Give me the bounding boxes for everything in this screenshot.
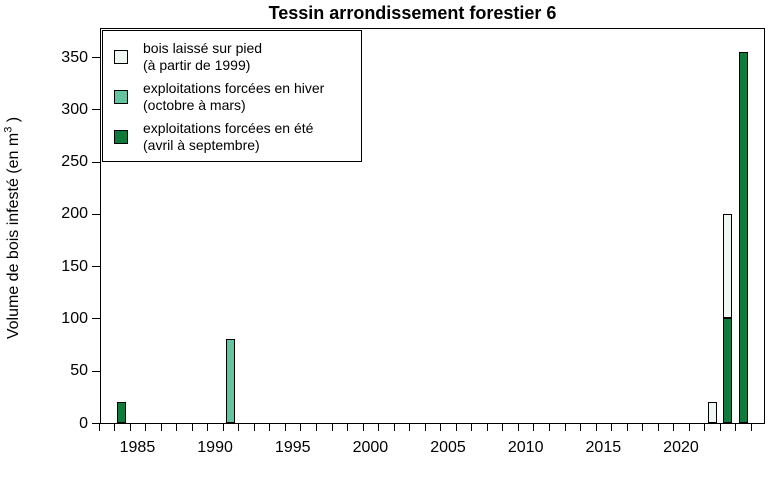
legend-item-ete: exploitations forcées en été (avril à se… [114, 120, 355, 154]
x-tick-label: 1985 [119, 439, 156, 456]
x-axis-tick [253, 424, 255, 431]
x-axis-tick [347, 424, 349, 431]
x-axis-tick [564, 424, 566, 431]
bar-1984-ete [117, 402, 127, 423]
x-axis-tick [611, 424, 613, 431]
chart-title: Tessin arrondissement forestier 6 [268, 3, 557, 23]
x-axis-tick [440, 424, 442, 431]
legend-item-bois-laisse: bois laissé sur pied (à partir de 1999) [114, 40, 355, 74]
bar-2023-ete [723, 318, 733, 423]
y-tick-label: 100 [61, 309, 88, 327]
x-axis-tick [719, 424, 721, 431]
x-axis-tick [455, 424, 457, 431]
x-axis-tick [269, 424, 271, 431]
x-axis-tick [704, 424, 706, 431]
bar-2024-ete [738, 51, 748, 423]
x-axis-tick [114, 424, 116, 431]
x-axis-tick [595, 424, 597, 431]
x-axis-tick [393, 424, 395, 431]
x-axis-tick [688, 424, 690, 431]
bar-2022-laisse [707, 402, 717, 423]
x-axis-tick [673, 424, 675, 431]
y-axis-tick [92, 266, 100, 268]
legend-label-line: (octobre à mars) [143, 97, 246, 113]
x-axis-tick [222, 424, 224, 431]
legend-label-line: exploitations forcées en hiver [143, 80, 325, 96]
x-axis-tick [160, 424, 162, 431]
y-axis-tick [92, 109, 100, 111]
legend-label-line: bois laissé sur pied [143, 40, 263, 56]
y-axis-label-text: Volume de bois infesté (en m [5, 132, 22, 340]
y-tick-label: 150 [61, 257, 88, 275]
x-axis-tick [533, 424, 535, 431]
x-axis-tick [424, 424, 426, 431]
plot-area [100, 28, 765, 424]
x-axis-tick [409, 424, 411, 431]
x-axis-tick [362, 424, 364, 431]
y-tick-label: 0 [79, 414, 88, 432]
x-axis-tick [657, 424, 659, 431]
x-axis-tick [642, 424, 644, 431]
y-axis-tick [92, 318, 100, 320]
x-axis-tick [471, 424, 473, 431]
legend-swatch-ete [114, 130, 128, 144]
x-axis-tick [331, 424, 333, 431]
x-axis-tick [207, 424, 209, 431]
y-tick-label: 50 [70, 362, 88, 380]
x-tick-label: 2015 [585, 439, 622, 456]
x-axis-tick [378, 424, 380, 431]
x-axis-tick [98, 424, 100, 431]
x-axis-tick [129, 424, 131, 431]
x-axis-tick [626, 424, 628, 431]
x-tick-label: 1990 [197, 439, 233, 456]
y-axis-tick [92, 161, 100, 163]
x-tick-label: 2010 [507, 439, 544, 456]
x-axis-tick [316, 424, 318, 431]
y-axis-tick [92, 370, 100, 372]
x-axis-tick [145, 424, 147, 431]
y-tick-label: 200 [61, 205, 88, 223]
x-tick-label: 2000 [352, 439, 389, 456]
bar-1991-hiver [226, 339, 236, 423]
x-axis-tick [176, 424, 178, 431]
legend-swatch-bois-laisse [114, 50, 128, 64]
legend-item-hiver: exploitations forcées en hiver (octobre … [114, 80, 355, 114]
y-tick-label: 350 [61, 48, 88, 66]
x-axis-tick [517, 424, 519, 431]
x-axis-tick [502, 424, 504, 431]
legend-label-line: exploitations forcées en été [143, 120, 314, 136]
legend-label-line: (avril à septembre) [143, 137, 260, 153]
y-axis-label-close: ) [5, 116, 22, 127]
x-tick-label: 2020 [663, 439, 699, 456]
x-axis-tick [191, 424, 193, 431]
y-axis-tick [92, 57, 100, 58]
y-tick-label: 250 [61, 153, 88, 171]
x-axis-tick [486, 424, 488, 431]
x-axis-tick [238, 424, 240, 431]
x-axis-tick [580, 424, 582, 431]
y-axis-label-superscript: 3 [2, 126, 15, 133]
y-axis-tick [92, 423, 100, 424]
x-tick-label: 1995 [274, 439, 311, 456]
x-axis-tick [300, 424, 302, 431]
x-axis-tick [750, 424, 752, 431]
x-axis-tick [735, 424, 737, 431]
y-tick-label: 300 [61, 100, 88, 118]
x-axis-tick [548, 424, 550, 431]
legend-label-line: (à partir de 1999) [143, 57, 251, 73]
bar-2023-laisse [723, 213, 733, 319]
legend: bois laissé sur pied (à partir de 1999) … [102, 30, 362, 162]
y-axis-label: Volume de bois infesté (en m3 ) [2, 116, 23, 340]
y-axis-tick [92, 213, 100, 215]
legend-swatch-hiver [114, 90, 128, 104]
x-tick-label: 2005 [430, 439, 466, 456]
x-axis-tick [284, 424, 286, 431]
